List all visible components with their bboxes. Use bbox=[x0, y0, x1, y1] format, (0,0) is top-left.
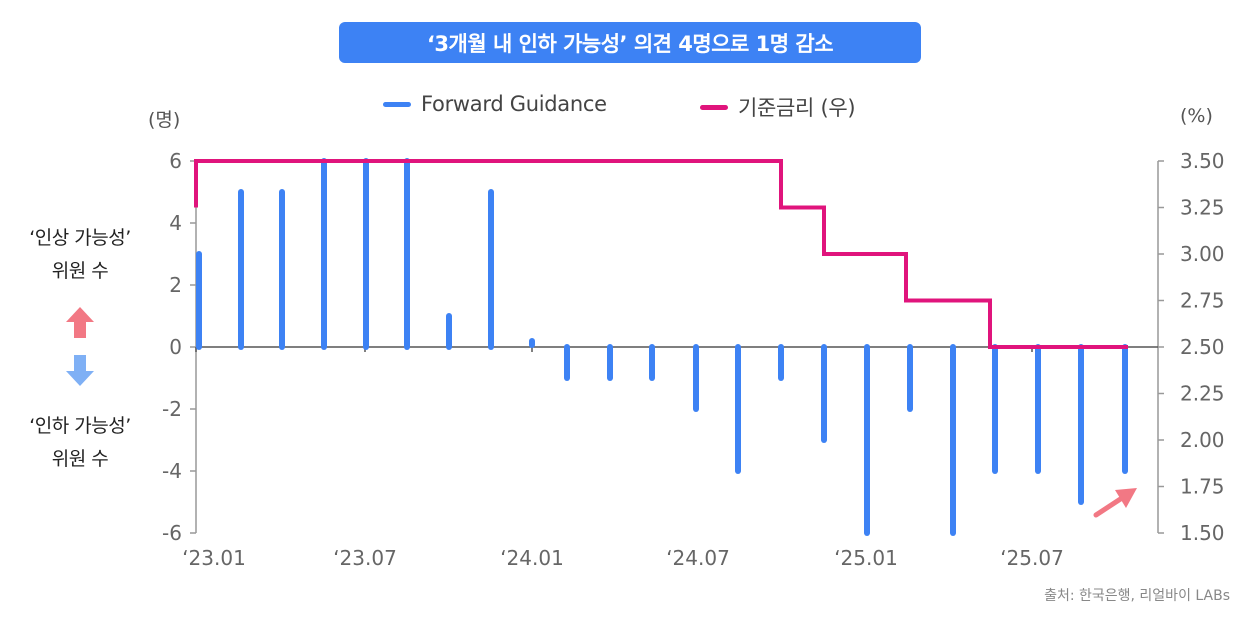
right-tick-label: 1.50 bbox=[1180, 521, 1225, 545]
cut-label-line1: ‘인하 가능성’ bbox=[29, 415, 131, 437]
legend-guidance-swatch bbox=[383, 101, 411, 107]
hike-label-line2: 위원 수 bbox=[51, 260, 109, 282]
left-tick-label: 4 bbox=[169, 211, 182, 235]
x-tick-label: ‘24.07 bbox=[666, 546, 730, 570]
cut-label: ‘인하 가능성’ 위원 수 bbox=[0, 410, 160, 476]
trend-arrow-icon bbox=[1115, 488, 1137, 508]
arrow-up-icon bbox=[66, 307, 94, 338]
legend-rate-swatch bbox=[700, 104, 728, 110]
cut-label-line2: 위원 수 bbox=[51, 448, 109, 470]
x-tick-label: ‘25.07 bbox=[1000, 546, 1064, 570]
trend-arrow-shaft bbox=[1093, 495, 1125, 518]
right-tick-label: 3.25 bbox=[1180, 196, 1225, 220]
left-tick-label: -6 bbox=[162, 521, 182, 545]
source-note: 출처: 한국은행, 리얼바이 LABs bbox=[1044, 588, 1230, 604]
right-tick-label: 1.75 bbox=[1180, 475, 1225, 499]
right-axis-unit: (%) bbox=[1180, 105, 1213, 127]
right-tick-label: 2.00 bbox=[1180, 428, 1225, 452]
right-tick-label: 3.50 bbox=[1180, 149, 1225, 173]
x-tick-label: ‘23.01 bbox=[182, 546, 246, 570]
legend-rate-label: 기준금리 (우) bbox=[738, 96, 856, 120]
hike-label-line1: ‘인상 가능성’ bbox=[29, 227, 131, 249]
right-tick-label: 2.75 bbox=[1180, 289, 1225, 313]
rate-step-line bbox=[194, 159, 1128, 349]
legend-guidance: Forward Guidance bbox=[383, 92, 607, 116]
bars bbox=[196, 158, 1128, 536]
chart-title: ‘3개월 내 인하 가능성’ 의견 4명으로 1명 감소 bbox=[426, 31, 834, 56]
x-tick-label: ‘25.01 bbox=[834, 546, 898, 570]
title-box: ‘3개월 내 인하 가능성’ 의견 4명으로 1명 감소 bbox=[339, 22, 921, 63]
decor bbox=[66, 307, 1137, 518]
x-tick-label: ‘24.01 bbox=[500, 546, 564, 570]
hike-label: ‘인상 가능성’ 위원 수 bbox=[0, 222, 160, 288]
right-tick-label: 3.00 bbox=[1180, 242, 1225, 266]
left-tick-label: -4 bbox=[162, 459, 182, 483]
left-tick-label: 6 bbox=[169, 149, 182, 173]
left-tick-label: -2 bbox=[162, 397, 182, 421]
left-tick-label: 2 bbox=[169, 273, 182, 297]
left-tick-label: 0 bbox=[169, 335, 182, 359]
legend-guidance-label: Forward Guidance bbox=[421, 92, 607, 116]
right-tick-label: 2.25 bbox=[1180, 382, 1225, 406]
axes: 6 4 2 0 -2 -4 -6 3.50 3.25 3.00 2.75 2.50 2.25 2.00 1.… bbox=[162, 149, 1224, 570]
x-tick-label: ‘23.07 bbox=[333, 546, 397, 570]
legend-rate: 기준금리 (우) bbox=[700, 92, 856, 122]
rate-line bbox=[194, 159, 1128, 349]
right-tick-label: 2.50 bbox=[1180, 335, 1225, 359]
left-axis-unit: (명) bbox=[148, 109, 181, 131]
arrow-down-icon bbox=[66, 355, 94, 386]
